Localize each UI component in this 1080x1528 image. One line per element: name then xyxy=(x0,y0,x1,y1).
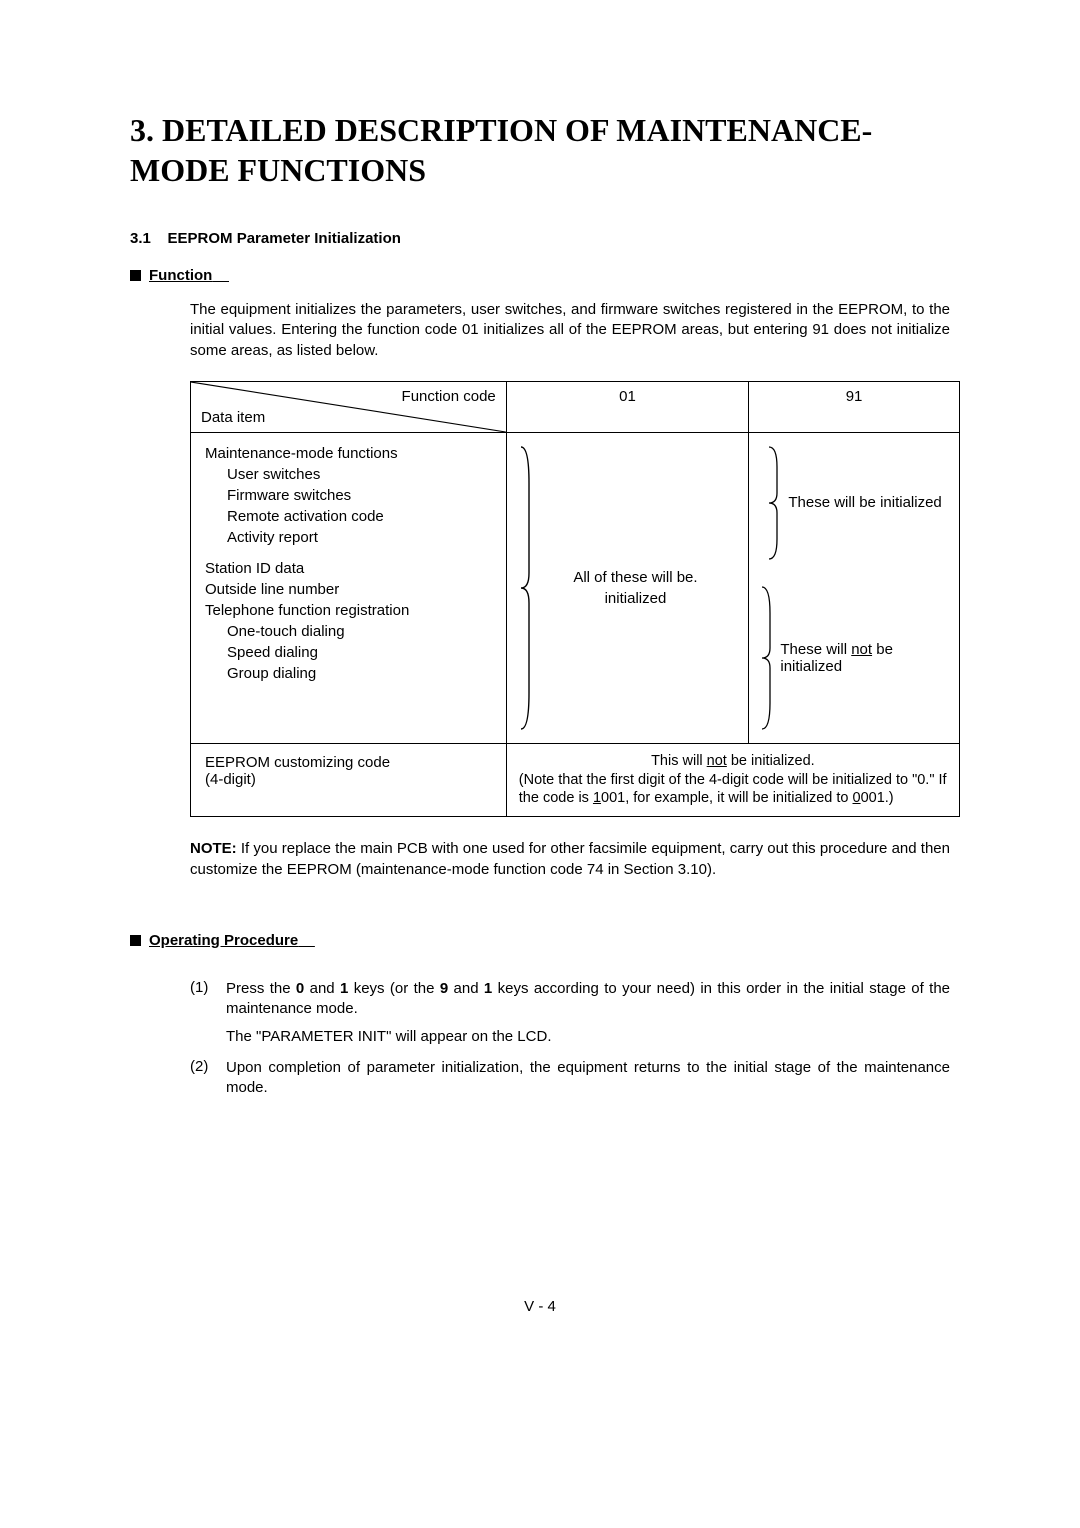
note-paragraph: NOTE: If you replace the main PCB with o… xyxy=(190,839,950,880)
col01-text: All of these will be. initialized xyxy=(533,567,738,609)
item-number: (2) xyxy=(190,1058,226,1099)
operating-procedure-text: Operating Procedure xyxy=(149,932,298,949)
item-text: Upon completion of parameter initializat… xyxy=(226,1058,950,1099)
table-header-row: Function code Data item 01 91 xyxy=(191,381,960,432)
list-item: Speed dialing xyxy=(205,642,496,663)
col91-top-half: These will be initialized xyxy=(749,433,959,573)
list-item: Telephone function registration xyxy=(205,600,496,621)
note-l1-post: be initialized. xyxy=(727,753,815,769)
item-number: (1) xyxy=(190,979,226,1048)
header-function-code: Function code xyxy=(402,388,496,405)
page-container: 3. DETAILED DESCRIPTION OF MAINTENANCE-M… xyxy=(0,0,1080,1375)
right-brace-icon xyxy=(517,443,533,733)
txt-frag: and xyxy=(304,980,340,997)
section-title-text: DETAILED DESCRIPTION OF MAINTENANCE-MODE… xyxy=(130,112,872,188)
diagonal-header-cell: Function code Data item xyxy=(191,381,507,432)
col91-split: These will be initialized These will not… xyxy=(749,433,959,743)
header-data-item: Data item xyxy=(201,409,265,426)
col91-bottom-underline: not xyxy=(851,641,872,658)
txt-frag: and xyxy=(448,980,484,997)
item-text: Press the 0 and 1 keys (or the 9 and 1 k… xyxy=(226,979,950,1048)
list-item: Activity report xyxy=(205,527,496,548)
list-item: Station ID data xyxy=(205,558,496,579)
eeprom-code-cell: EEPROM customizing code (4-digit) xyxy=(191,743,507,817)
col01-bracket-wrap: All of these will be. initialized xyxy=(517,443,738,733)
subsection-title: EEPROM Parameter Initialization xyxy=(168,230,401,247)
function-heading-text: Function xyxy=(149,267,212,284)
operating-procedure-heading: Operating Procedure xyxy=(130,932,950,949)
list-item: Group dialing xyxy=(205,663,496,684)
function-paragraph: The equipment initializes the parameters… xyxy=(190,300,950,361)
data-items-cell: Maintenance-mode functions User switches… xyxy=(191,432,507,743)
note-l2-u1: 1 xyxy=(593,790,601,806)
header-col-91: 91 xyxy=(749,381,960,432)
function-body: The equipment initializes the parameters… xyxy=(190,300,950,361)
list-item: Outside line number xyxy=(205,579,496,600)
list-item: (2) Upon completion of parameter initial… xyxy=(190,1058,950,1099)
list-item: Firmware switches xyxy=(205,485,496,506)
txt-frag: keys (or the xyxy=(348,980,439,997)
function-heading: Function xyxy=(130,267,950,284)
page-footer: V - 4 xyxy=(130,1298,950,1315)
square-bullet-icon xyxy=(130,270,141,281)
eeprom-note-line2: (Note that the first digit of the 4-digi… xyxy=(519,771,947,809)
col01-line2: initialized xyxy=(533,588,738,609)
note-l1-u: not xyxy=(707,753,727,769)
list-item: Maintenance-mode functions xyxy=(205,443,496,464)
subsection: 3.1 EEPROM Parameter Initialization Func… xyxy=(130,230,950,1098)
col91-bottom-text: These will not be initialized xyxy=(772,641,949,675)
eeprom-note-cell: This will not be initialized. (Note that… xyxy=(506,743,959,817)
subsection-heading: 3.1 EEPROM Parameter Initialization xyxy=(130,230,950,247)
key-0: 0 xyxy=(296,980,304,997)
col01-cell: All of these will be. initialized xyxy=(506,432,748,743)
table-row: Maintenance-mode functions User switches… xyxy=(191,432,960,743)
subsection-number: 3.1 xyxy=(130,230,151,247)
txt-frag: Press the xyxy=(226,980,296,997)
list-item: User switches xyxy=(205,464,496,485)
note-l2-u2: 0 xyxy=(853,790,861,806)
eeprom-note-line1: This will not be initialized. xyxy=(519,752,947,771)
col91-cell: These will be initialized These will not… xyxy=(749,432,960,743)
list-item: EEPROM customizing code xyxy=(205,754,496,771)
list-item: Remote activation code xyxy=(205,506,496,527)
eeprom-table: Function code Data item 01 91 Maintenanc… xyxy=(190,381,960,818)
list-item: (4-digit) xyxy=(205,771,496,788)
section-title: 3. DETAILED DESCRIPTION OF MAINTENANCE-M… xyxy=(130,110,950,190)
operating-procedure-list: (1) Press the 0 and 1 keys (or the 9 and… xyxy=(190,979,950,1098)
right-brace-icon xyxy=(766,443,780,563)
list-item: One-touch dialing xyxy=(205,621,496,642)
list-item: (1) Press the 0 and 1 keys (or the 9 and… xyxy=(190,979,950,1048)
data-group-1: Maintenance-mode functions User switches… xyxy=(205,443,496,548)
note-l2-post: 001.) xyxy=(861,790,894,806)
table-row: EEPROM customizing code (4-digit) This w… xyxy=(191,743,960,817)
right-brace-icon xyxy=(759,583,772,733)
note-l2-mid: 001, for example, it will be initialized… xyxy=(601,790,852,806)
col91-top-text: These will be initialized xyxy=(780,494,941,511)
op1-line1: Press the 0 and 1 keys (or the 9 and 1 k… xyxy=(226,979,950,1020)
key-9: 9 xyxy=(440,980,448,997)
col91-bottom-pre: These will xyxy=(780,641,851,658)
op1-line2: The "PARAMETER INIT" will appear on the … xyxy=(226,1027,950,1047)
section-number: 3. xyxy=(130,112,154,148)
col01-line1: All of these will be. xyxy=(533,567,738,588)
note-text: If you replace the main PCB with one use… xyxy=(190,840,950,877)
note-l1-pre: This will xyxy=(651,753,707,769)
key-1: 1 xyxy=(484,980,492,997)
header-col-01: 01 xyxy=(506,381,748,432)
note-label: NOTE: xyxy=(190,840,237,857)
col91-bottom-half: These will not be initialized xyxy=(749,573,959,743)
square-bullet-icon xyxy=(130,935,141,946)
data-group-2: Station ID data Outside line number Tele… xyxy=(205,558,496,684)
